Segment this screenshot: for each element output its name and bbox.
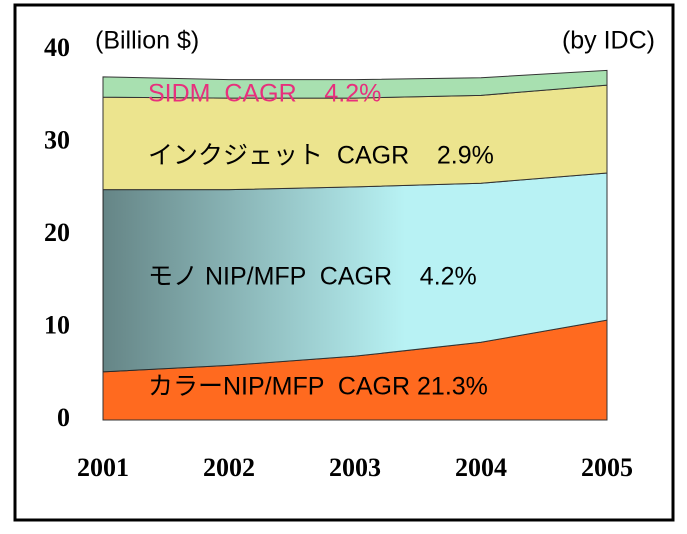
area <box>102 69 608 99</box>
x-tick-label: 2002 <box>203 453 255 482</box>
series-label: SIDM CAGR 4.2% <box>148 80 381 108</box>
y-tick-label: 0 <box>57 403 70 432</box>
series-label: カラーNIP/MFP CAGR 21.3% <box>148 373 488 401</box>
x-tick-label: 2005 <box>581 453 633 482</box>
x-tick-label: 2001 <box>77 453 129 482</box>
area-shade <box>103 173 607 372</box>
y-tick-label: 30 <box>44 125 70 154</box>
y-tick-label: 20 <box>44 218 70 247</box>
x-tick-label: 2003 <box>329 453 381 482</box>
series-label: モノ NIP/MFP CAGR 4.2% <box>148 263 477 291</box>
y-tick-label: 10 <box>44 310 70 339</box>
x-tick-label: 2004 <box>455 453 507 482</box>
y-tick-label: 40 <box>44 33 70 62</box>
series-label: インクジェット CAGR 2.9% <box>148 142 494 170</box>
frame <box>13 3 675 522</box>
source: (by IDC) <box>562 27 655 55</box>
unit-label: (Billion $) <box>95 27 199 55</box>
